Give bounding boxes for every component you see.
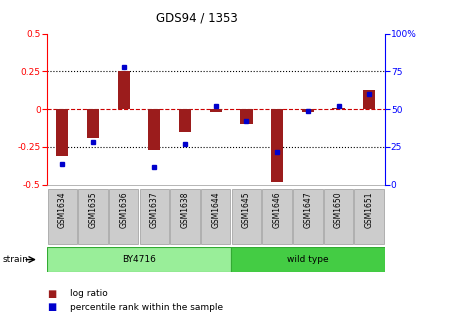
Text: ■: ■ [47,302,56,312]
Bar [302,109,314,112]
Bar [363,89,375,109]
Text: GSM1646: GSM1646 [272,191,282,228]
Bar [293,189,323,244]
Bar [271,109,283,182]
Text: GDS94 / 1353: GDS94 / 1353 [156,12,238,25]
Bar [355,189,384,244]
Text: GSM1645: GSM1645 [242,191,251,228]
Bar [262,189,292,244]
Text: wild type: wild type [287,255,329,264]
Bar [118,72,130,109]
Text: GSM1650: GSM1650 [334,191,343,228]
Bar [47,189,77,244]
Bar [140,189,169,244]
Bar [201,189,230,244]
Bar [170,189,200,244]
Bar [240,109,253,124]
Text: ■: ■ [47,289,56,299]
Text: GSM1637: GSM1637 [150,191,159,228]
Bar [56,109,68,156]
Text: GSM1636: GSM1636 [119,191,128,228]
Text: log ratio: log ratio [70,290,108,298]
Bar [232,189,261,244]
Text: GSM1634: GSM1634 [58,191,67,228]
Text: GSM1638: GSM1638 [181,191,189,227]
Bar [231,247,385,272]
Bar [109,189,138,244]
Bar [47,247,231,272]
Text: GSM1647: GSM1647 [303,191,312,228]
Bar [333,108,345,109]
Bar [179,109,191,132]
Text: GSM1644: GSM1644 [211,191,220,228]
Text: BY4716: BY4716 [122,255,156,264]
Text: GSM1651: GSM1651 [365,191,374,227]
Bar [148,109,160,150]
Text: GSM1635: GSM1635 [89,191,98,228]
Bar [324,189,353,244]
Bar [78,189,108,244]
Bar [87,109,99,138]
Text: percentile rank within the sample: percentile rank within the sample [70,303,223,312]
Text: strain: strain [2,255,28,264]
Bar [210,109,222,112]
